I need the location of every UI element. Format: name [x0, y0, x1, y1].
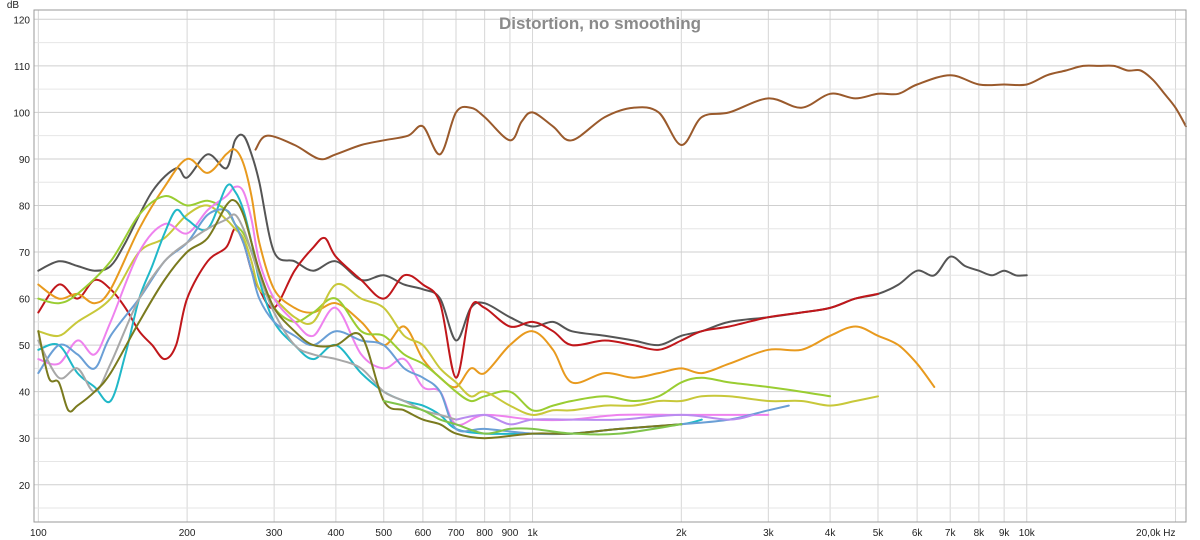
y-tick-label: 40: [19, 388, 31, 399]
series-line-11: [37, 198, 683, 440]
y-tick-label: 70: [19, 248, 31, 259]
plot-frame: [33, 9, 1187, 523]
x-tick-label: 400: [328, 528, 345, 539]
series-line-13: [455, 413, 755, 426]
x-tick-label: 8k: [974, 528, 986, 539]
x-tick-label: 600: [415, 528, 432, 539]
x-tick-label: 700: [448, 528, 465, 539]
x-tick-label: 3k: [763, 528, 775, 539]
series-line-10: [37, 213, 457, 421]
y-tick-label: 120: [13, 15, 30, 26]
y-tick-label: 60: [19, 295, 31, 306]
chart-title: Distortion, no smoothing: [499, 14, 701, 33]
x-tick-label: 2k: [676, 528, 688, 539]
x-tick-label: 900: [502, 528, 519, 539]
x-tick-label: 10k: [1019, 528, 1036, 539]
y-tick-label: 30: [19, 434, 31, 445]
series-layer: [37, 64, 1187, 440]
tick-labels: 100 200 300 400 500 600 700 800 900 1k 2k 3k 4k 5k 6k 7…: [13, 15, 1175, 539]
series-line-5: [37, 195, 832, 412]
x-tick-label: 20,0k Hz: [1136, 528, 1175, 539]
series-line-6: [37, 204, 879, 416]
x-tick-label: 4k: [825, 528, 837, 539]
series-line-3: [37, 227, 879, 379]
series-line-1: [254, 64, 1187, 161]
y-tick-label: 100: [13, 108, 30, 119]
series-line-12: [382, 400, 683, 436]
y-tick-label: 110: [14, 62, 30, 73]
y-tick-label: 50: [19, 341, 31, 352]
x-tick-label: 5k: [873, 528, 885, 539]
x-tick-label: 800: [476, 528, 493, 539]
x-tick-label: 7k: [945, 528, 957, 539]
x-tick-label: 100: [30, 528, 47, 539]
x-tick-label: 6k: [912, 528, 924, 539]
x-tick-label: 9k: [999, 528, 1011, 539]
y-tick-label: 20: [19, 481, 31, 492]
x-tick-label: 200: [179, 528, 196, 539]
y-tick-label: 80: [19, 201, 31, 212]
x-tick-label: 300: [266, 528, 283, 539]
y-axis-label: dB: [7, 0, 20, 11]
x-tick-label: 500: [375, 528, 392, 539]
y-tick-label: 90: [19, 155, 31, 166]
x-tick-label: 1k: [527, 528, 539, 539]
